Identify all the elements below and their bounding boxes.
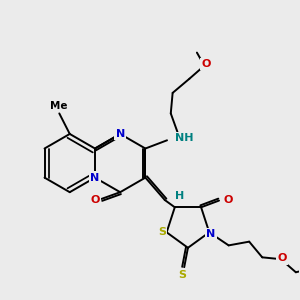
Text: NH: NH xyxy=(175,133,194,143)
Text: O: O xyxy=(278,254,287,263)
Text: N: N xyxy=(90,172,100,183)
Text: S: S xyxy=(179,270,187,280)
Text: S: S xyxy=(158,226,166,237)
Text: O: O xyxy=(224,195,233,205)
Text: O: O xyxy=(201,59,211,69)
Text: N: N xyxy=(206,229,216,239)
Text: N: N xyxy=(116,129,125,139)
Text: Me: Me xyxy=(50,101,67,111)
Text: H: H xyxy=(175,191,184,201)
Text: O: O xyxy=(90,195,100,205)
